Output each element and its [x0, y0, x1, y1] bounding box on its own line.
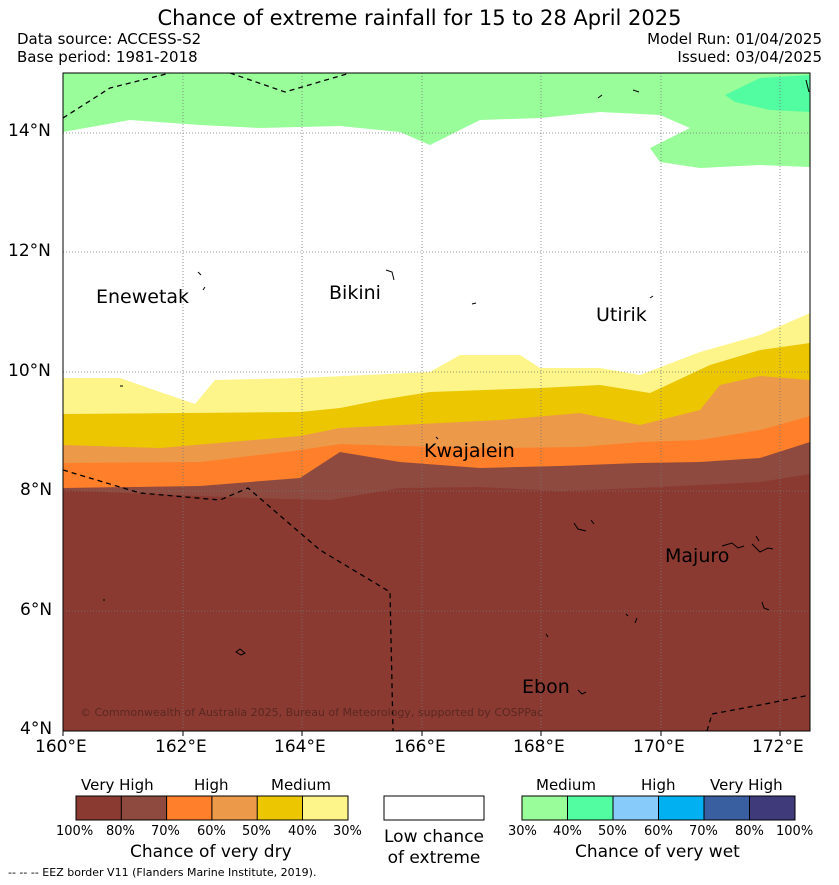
dry-swatch-1 — [76, 796, 122, 820]
wet-tick-70: 70% — [689, 824, 718, 839]
wet-medium-region — [63, 73, 810, 168]
axis-ticks — [62, 731, 781, 736]
place-majuro: Majuro — [665, 545, 730, 567]
lat-label-12n: 12°N — [8, 241, 51, 261]
lat-label-6n: 6°N — [20, 600, 53, 620]
wet-swatch-3 — [613, 796, 659, 820]
place-bikini: Bikini — [329, 282, 381, 304]
lon-label-168e: 168°E — [513, 737, 565, 757]
wet-swatch-5 — [704, 796, 750, 820]
place-enewetak: Enewetak — [96, 286, 190, 308]
wet-tick-40: 40% — [553, 824, 582, 839]
wet-tick-60: 60% — [644, 824, 673, 839]
place-kwajalein: Kwajalein — [424, 440, 515, 462]
low-chance-line2: of extreme — [387, 848, 481, 868]
dry-colorbar — [75, 795, 349, 821]
lat-label-4n: 4°N — [20, 719, 53, 739]
wet-level-medium: Medium — [536, 776, 596, 794]
base-period: Base period: 1981-2018 — [17, 48, 198, 66]
lon-label-170e: 170°E — [633, 737, 685, 757]
copyright-notice: © Commonwealth of Australia 2025, Bureau… — [80, 706, 544, 719]
dry-tick-70: 70% — [151, 824, 180, 839]
low-chance-line1: Low chance — [384, 827, 484, 847]
lon-label-166e: 166°E — [394, 737, 446, 757]
dry-swatch-4 — [211, 796, 258, 820]
wet-colorbar — [521, 795, 796, 821]
wet-level-high: High — [641, 776, 676, 794]
dry-level-very-high: Very High — [81, 776, 154, 794]
eez-border-note: -- -- -- EEZ border V11 (Flanders Marine… — [8, 866, 317, 879]
dry-tick-60: 60% — [197, 824, 226, 839]
eez-borders — [63, 73, 810, 731]
wet-tick-50: 50% — [598, 824, 627, 839]
dry-level-medium: Medium — [271, 776, 331, 794]
dry-tick-100: 100% — [56, 824, 94, 839]
dry-swatch-6 — [302, 796, 348, 820]
wet-legend-title: Chance of very wet — [575, 842, 740, 862]
atoll-outlines — [103, 79, 810, 695]
map-title: Chance of extreme rainfall for 15 to 28 … — [157, 6, 682, 30]
lon-label-164e: 164°E — [274, 737, 326, 757]
wet-tick-80: 80% — [735, 824, 764, 839]
low-chance-swatch — [383, 795, 485, 821]
dry-tick-80: 80% — [106, 824, 135, 839]
issued-date: Issued: 03/04/2025 — [677, 48, 822, 66]
dry-tick-40: 40% — [288, 824, 317, 839]
wet-swatch-4 — [658, 796, 704, 820]
dry-80-region — [63, 474, 810, 731]
lon-label-160e: 160°E — [35, 737, 87, 757]
wet-tick-100: 100% — [776, 824, 814, 839]
lat-label-14n: 14°N — [8, 121, 51, 141]
dry-level-high: High — [194, 776, 229, 794]
lat-label-10n: 10°N — [8, 361, 51, 381]
model-run: Model Run: 01/04/2025 — [647, 30, 822, 48]
probability-field — [63, 73, 810, 731]
dry-tick-50: 50% — [242, 824, 271, 839]
data-source: Data source: ACCESS-S2 — [17, 30, 202, 48]
place-utirik: Utirik — [596, 304, 647, 326]
lon-label-162e: 162°E — [155, 737, 207, 757]
lat-label-8n: 8°N — [20, 480, 53, 500]
wet-swatch-2 — [567, 796, 613, 820]
dry-swatch-5 — [257, 796, 303, 820]
wet-40-region — [725, 75, 810, 112]
wet-swatch-6 — [749, 796, 795, 820]
dry-legend-title: Chance of very dry — [130, 842, 292, 862]
lon-label-172e: 172°E — [752, 737, 804, 757]
wet-level-very-high: Very High — [710, 776, 783, 794]
wet-tick-30: 30% — [508, 824, 537, 839]
dry-swatch-2 — [121, 796, 167, 820]
wet-swatch-1 — [522, 796, 568, 820]
place-ebon: Ebon — [522, 676, 570, 698]
dry-swatch-3 — [166, 796, 212, 820]
dry-tick-30: 30% — [333, 824, 362, 839]
